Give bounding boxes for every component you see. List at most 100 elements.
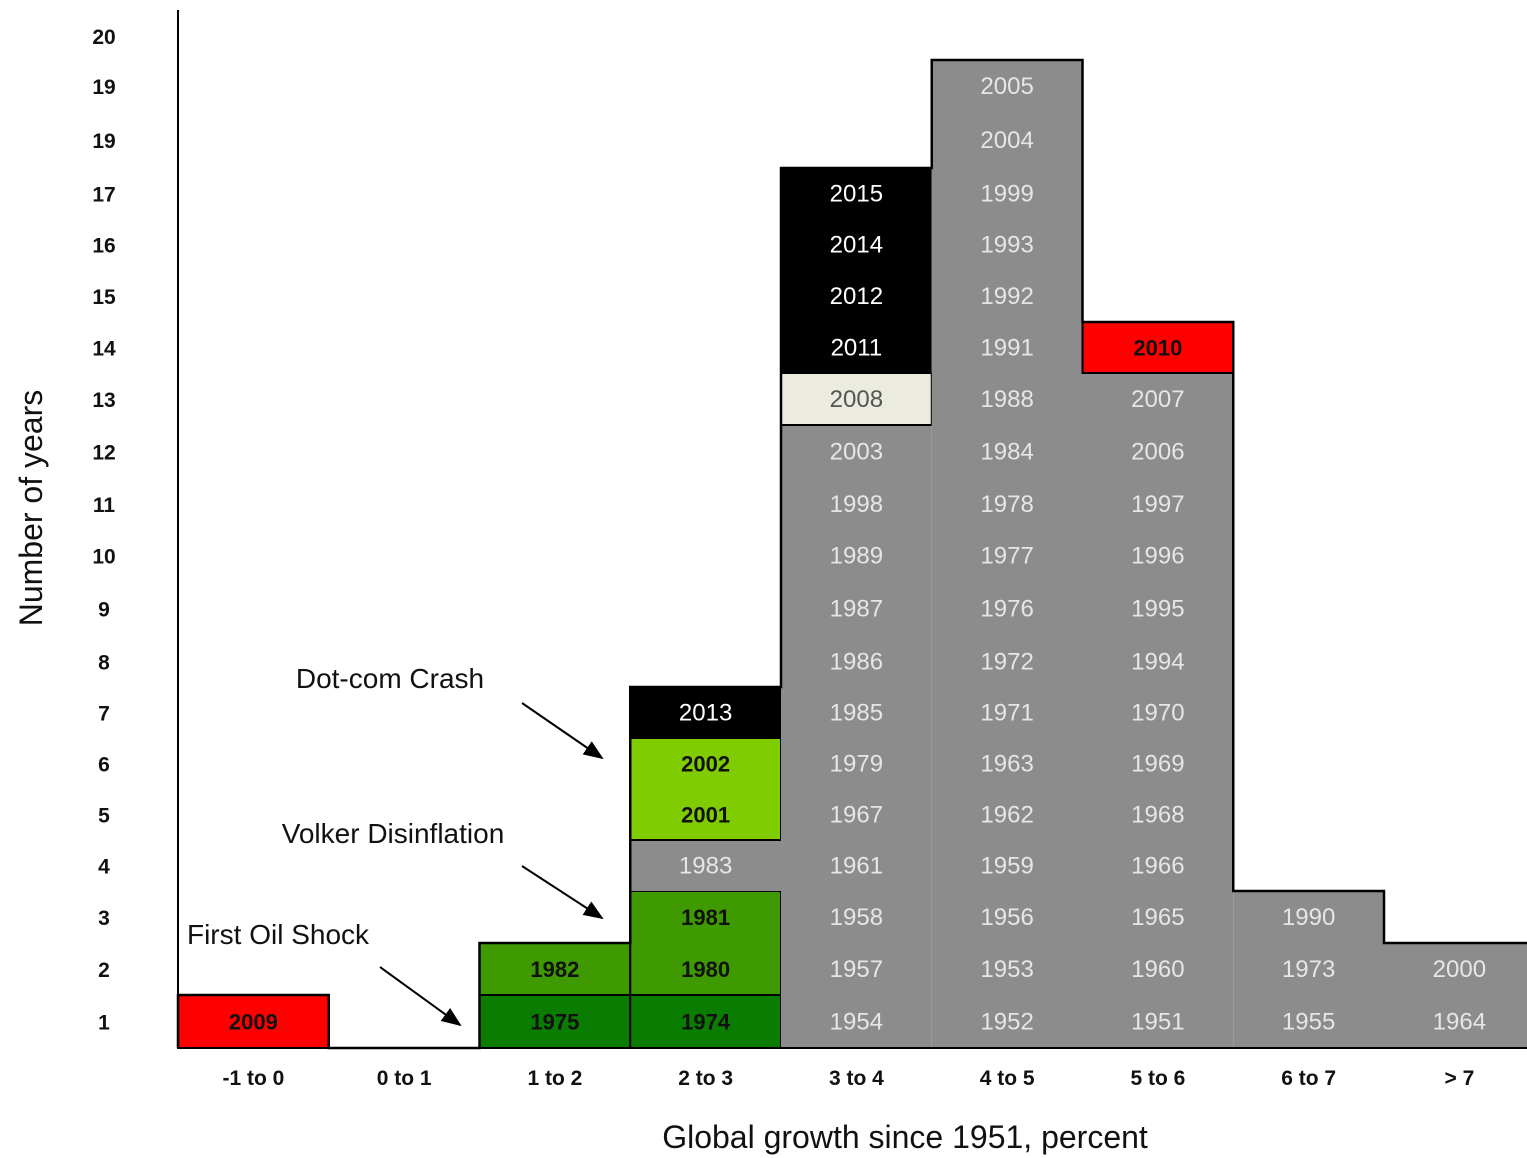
annotation-label: Dot-com Crash [296, 663, 484, 694]
year-label: 1981 [681, 905, 730, 930]
axes [177, 10, 1527, 1049]
year-label: 2000 [1433, 956, 1486, 983]
annotations: Dot-com Crash Volker Disinflation First Oi… [187, 663, 604, 1027]
year-label: 2009 [229, 1010, 278, 1035]
x-tick-labels: -1 to 0 0 to 1 1 to 2 2 to 3 3 to 4 4 to 5 5 t… [222, 1067, 1474, 1090]
year-label: 1983 [679, 853, 732, 880]
year-label: 1992 [980, 283, 1033, 310]
year-label: 1985 [830, 700, 883, 727]
year-label: 2012 [830, 283, 883, 310]
year-label: 1969 [1131, 751, 1184, 778]
x-tick-label: 4 to 5 [980, 1067, 1035, 1090]
y-tick-label: 8 [98, 652, 110, 675]
year-label: 1996 [1131, 543, 1184, 570]
cell-block [931, 60, 1083, 1048]
y-tick-label: 5 [98, 805, 110, 828]
y-tick-label: 10 [92, 546, 115, 569]
year-label: 1970 [1131, 700, 1184, 727]
y-axis-title: Number of years [13, 390, 49, 627]
y-tick-label: 9 [98, 599, 110, 622]
y-tick-label: 13 [92, 389, 115, 412]
year-label: 1966 [1131, 853, 1184, 880]
year-label: 1963 [980, 751, 1033, 778]
x-axis-title: Global growth since 1951, percent [662, 1119, 1148, 1155]
year-label: 2005 [980, 73, 1033, 100]
year-label: 1977 [980, 543, 1033, 570]
year-label: 1976 [980, 596, 1033, 623]
y-tick-label: 6 [98, 754, 110, 777]
x-tick-label: 1 to 2 [527, 1067, 582, 1090]
cell-block [629, 737, 782, 841]
x-tick-label: > 7 [1444, 1067, 1474, 1090]
annotation-arrow [521, 702, 604, 760]
year-label: 1973 [1282, 956, 1335, 983]
year-label: 2002 [681, 752, 730, 777]
year-label: 1999 [980, 181, 1033, 208]
y-tick-label: 11 [93, 494, 116, 517]
year-label: 2014 [830, 232, 883, 259]
year-label: 1951 [1131, 1009, 1184, 1036]
annotation-arrow [379, 966, 462, 1027]
year-label: 2004 [980, 127, 1033, 154]
year-label: 2007 [1131, 386, 1184, 413]
year-label: 1974 [681, 1010, 731, 1035]
y-tick-label: 15 [92, 286, 116, 309]
y-tick-label: 16 [92, 235, 115, 258]
y-tick-label: 19 [92, 76, 115, 99]
year-label: 1997 [1131, 491, 1184, 518]
cell-block [629, 890, 782, 996]
year-label: 1960 [1131, 956, 1184, 983]
x-tick-label: 3 to 4 [829, 1067, 884, 1090]
cell-block [781, 168, 932, 373]
year-label: 2013 [679, 700, 732, 727]
year-label: 2010 [1133, 336, 1182, 361]
year-label: 1964 [1433, 1009, 1486, 1036]
year-label: 1979 [830, 751, 883, 778]
year-label: 1975 [530, 1010, 579, 1035]
year-label: 2008 [830, 386, 883, 413]
cell-block [630, 687, 781, 738]
year-label: 1978 [980, 491, 1033, 518]
annotation-arrow [521, 865, 604, 920]
year-label: 1962 [980, 802, 1033, 829]
year-labels: 2009 1975 1982 1974 1980 1981 1983 2001 2002 2013… [229, 73, 1486, 1036]
cell-block [781, 425, 932, 1048]
year-label: 1984 [980, 439, 1033, 466]
year-label: 1998 [830, 491, 883, 518]
cell-block [478, 994, 632, 1049]
year-label: 1955 [1282, 1009, 1335, 1036]
year-label: 2006 [1131, 439, 1184, 466]
year-label: 1959 [980, 853, 1033, 880]
year-label: 1953 [980, 956, 1033, 983]
year-label: 1990 [1282, 904, 1335, 931]
year-label: 1952 [980, 1009, 1033, 1036]
year-label: 1991 [980, 335, 1033, 362]
year-label: 1958 [830, 904, 883, 931]
year-label: 1986 [830, 649, 883, 676]
x-tick-label: -1 to 0 [222, 1067, 284, 1090]
year-label: 1957 [830, 956, 883, 983]
y-tick-label: 17 [92, 184, 115, 207]
cell-block [1233, 891, 1384, 1048]
y-tick-label: 12 [92, 442, 115, 465]
y-tick-label: 2 [98, 959, 110, 982]
year-label: 1961 [830, 853, 883, 880]
year-label: 1972 [980, 649, 1033, 676]
histogram-cells [177, 60, 1527, 1049]
year-label: 2003 [830, 439, 883, 466]
x-tick-label: 5 to 6 [1130, 1067, 1185, 1090]
year-label: 2011 [831, 335, 883, 362]
year-label: 1954 [830, 1009, 883, 1036]
year-label: 1965 [1131, 904, 1184, 931]
y-tick-label: 4 [98, 856, 110, 879]
y-tick-label: 14 [92, 338, 116, 361]
year-label: 1994 [1131, 649, 1184, 676]
x-tick-label: 2 to 3 [678, 1067, 733, 1090]
cell-block [1384, 943, 1527, 1048]
year-label: 1995 [1131, 596, 1184, 623]
y-tick-label: 19 [92, 130, 115, 153]
year-label: 1987 [830, 596, 883, 623]
cell-block [1082, 373, 1234, 1048]
